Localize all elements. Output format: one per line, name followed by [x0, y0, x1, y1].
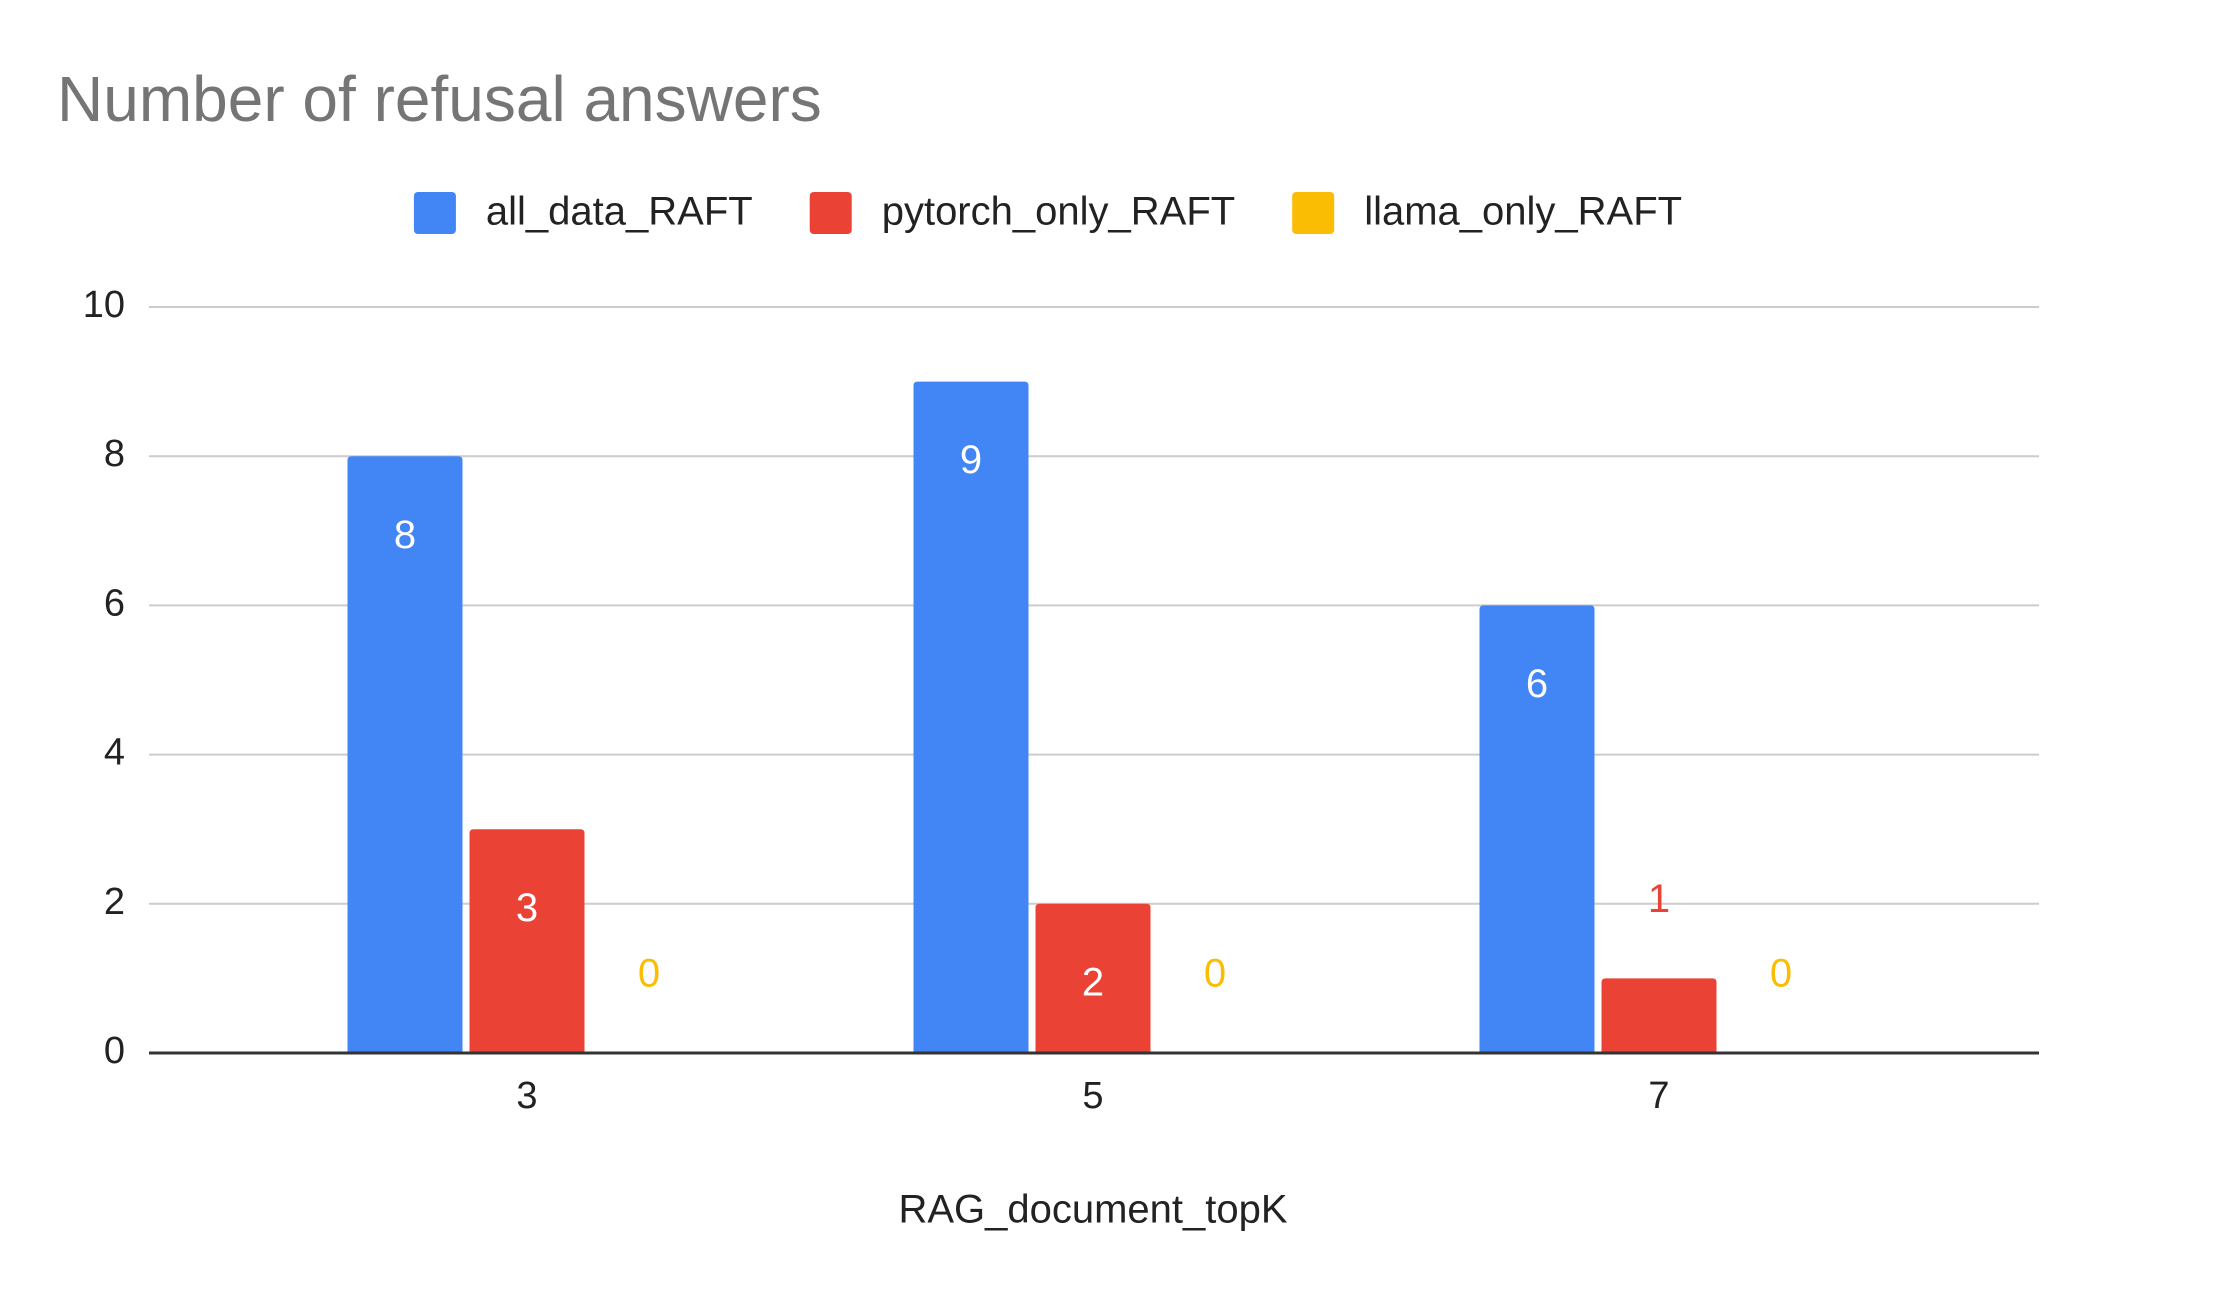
- y-tick-label: 10: [83, 284, 125, 326]
- legend-label: llama_only_RAFT: [1364, 190, 1682, 234]
- y-tick-label: 2: [104, 881, 125, 923]
- chart-title: Number of refusal answers: [57, 63, 822, 135]
- y-tick-label: 4: [104, 732, 125, 774]
- bar: [347, 456, 463, 1053]
- x-tick-label: 3: [516, 1075, 537, 1117]
- bar: [1035, 903, 1151, 1053]
- value-label: 0: [1770, 952, 1792, 996]
- legend-marker: [1292, 192, 1335, 234]
- legend-label: all_data_RAFT: [486, 190, 753, 234]
- y-tick-label: 0: [104, 1030, 125, 1072]
- value-label: 0: [1204, 952, 1226, 996]
- legend-label: pytorch_only_RAFT: [882, 190, 1235, 234]
- value-label: 0: [638, 952, 660, 996]
- value-label: 8: [394, 513, 416, 557]
- bar: [1479, 605, 1595, 1053]
- x-tick-label: 5: [1082, 1075, 1103, 1117]
- value-label: 9: [960, 438, 982, 482]
- y-tick-label: 6: [104, 582, 125, 624]
- value-label: 2: [1082, 960, 1104, 1004]
- bar: [1601, 978, 1717, 1053]
- x-axis-title: RAG_document_topK: [898, 1188, 1287, 1232]
- value-label: 1: [1648, 877, 1670, 921]
- x-tick-label: 7: [1648, 1075, 1669, 1117]
- bar: [913, 381, 1029, 1054]
- legend-marker: [809, 192, 852, 234]
- legend-marker: [413, 192, 456, 234]
- bar: [469, 829, 585, 1053]
- value-label: 3: [516, 886, 538, 930]
- y-tick-label: 8: [104, 433, 125, 475]
- value-label: 6: [1526, 662, 1548, 706]
